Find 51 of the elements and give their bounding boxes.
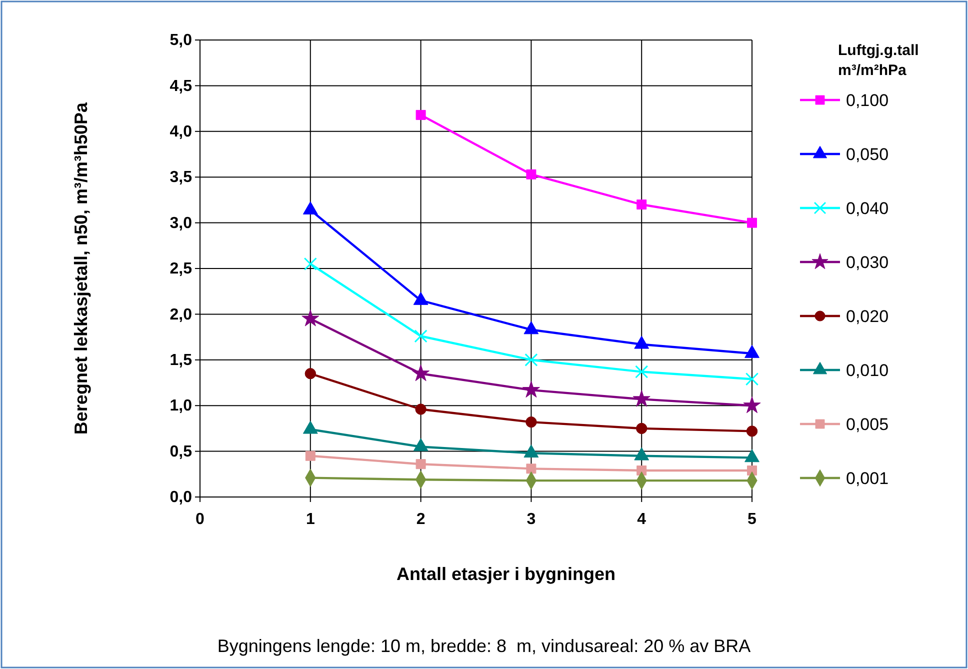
x-tick-label: 1 (306, 511, 315, 528)
x-axis-title: Antall etasjer i bygningen (396, 564, 616, 584)
point (524, 353, 538, 366)
point (636, 200, 647, 210)
legend-label: 0,030 (846, 253, 889, 272)
y-tick-label: 0,0 (170, 489, 192, 506)
y-tick-label: 2,0 (170, 306, 192, 324)
point (414, 330, 428, 343)
point (745, 372, 759, 386)
point (305, 450, 316, 461)
point (746, 426, 758, 437)
legend-label: 0,100 (846, 91, 889, 110)
y-tick-label: 4,0 (170, 124, 192, 141)
point (304, 257, 317, 270)
text: Bygningens lengde: 10 m, bredde: 8 m, vindusareal: 20 % av BRA (217, 636, 751, 656)
x-tick-label: 4 (637, 511, 646, 528)
legend-label: 0,010 (846, 361, 889, 380)
point (304, 368, 316, 380)
legend-label: 0,005 (846, 415, 889, 434)
point (743, 396, 761, 414)
y-tick-label: 3,5 (170, 169, 192, 186)
point (522, 380, 540, 398)
y-tick-label: 3,0 (170, 214, 192, 232)
legend-title: Luftgj.g.tall m³/m²hPa (838, 42, 919, 79)
point (526, 464, 536, 474)
y-tick-label: 0,5 (170, 443, 192, 460)
point (635, 365, 648, 378)
point (415, 404, 426, 415)
point (412, 364, 430, 382)
legend-label: 0,040 (846, 199, 889, 218)
y-tick-label: 1,0 (170, 398, 192, 415)
y-tick-label: 2,5 (170, 260, 192, 278)
point (302, 310, 320, 326)
legend-label: 0,001 (846, 469, 889, 488)
y-tick-label: 4,5 (170, 78, 192, 95)
point (526, 169, 536, 180)
y-axis-title: Beregnet lekkasjetall, n50, m³/m³h50Pa (71, 101, 91, 435)
point (416, 110, 426, 120)
point (636, 422, 648, 434)
y-tick-label: 5,0 (170, 32, 192, 50)
x-tick-label: 0 (196, 511, 205, 528)
point (632, 390, 650, 407)
legend-label: 0,020 (846, 307, 889, 326)
y-tick-label: 1,5 (170, 352, 192, 370)
x-tick-label: 2 (416, 511, 426, 528)
legend-label: 0,050 (846, 145, 889, 164)
x-tick-label: 5 (748, 511, 757, 528)
point (526, 416, 537, 428)
x-tick-label: 3 (526, 511, 536, 528)
point (747, 218, 757, 228)
point (416, 459, 426, 470)
